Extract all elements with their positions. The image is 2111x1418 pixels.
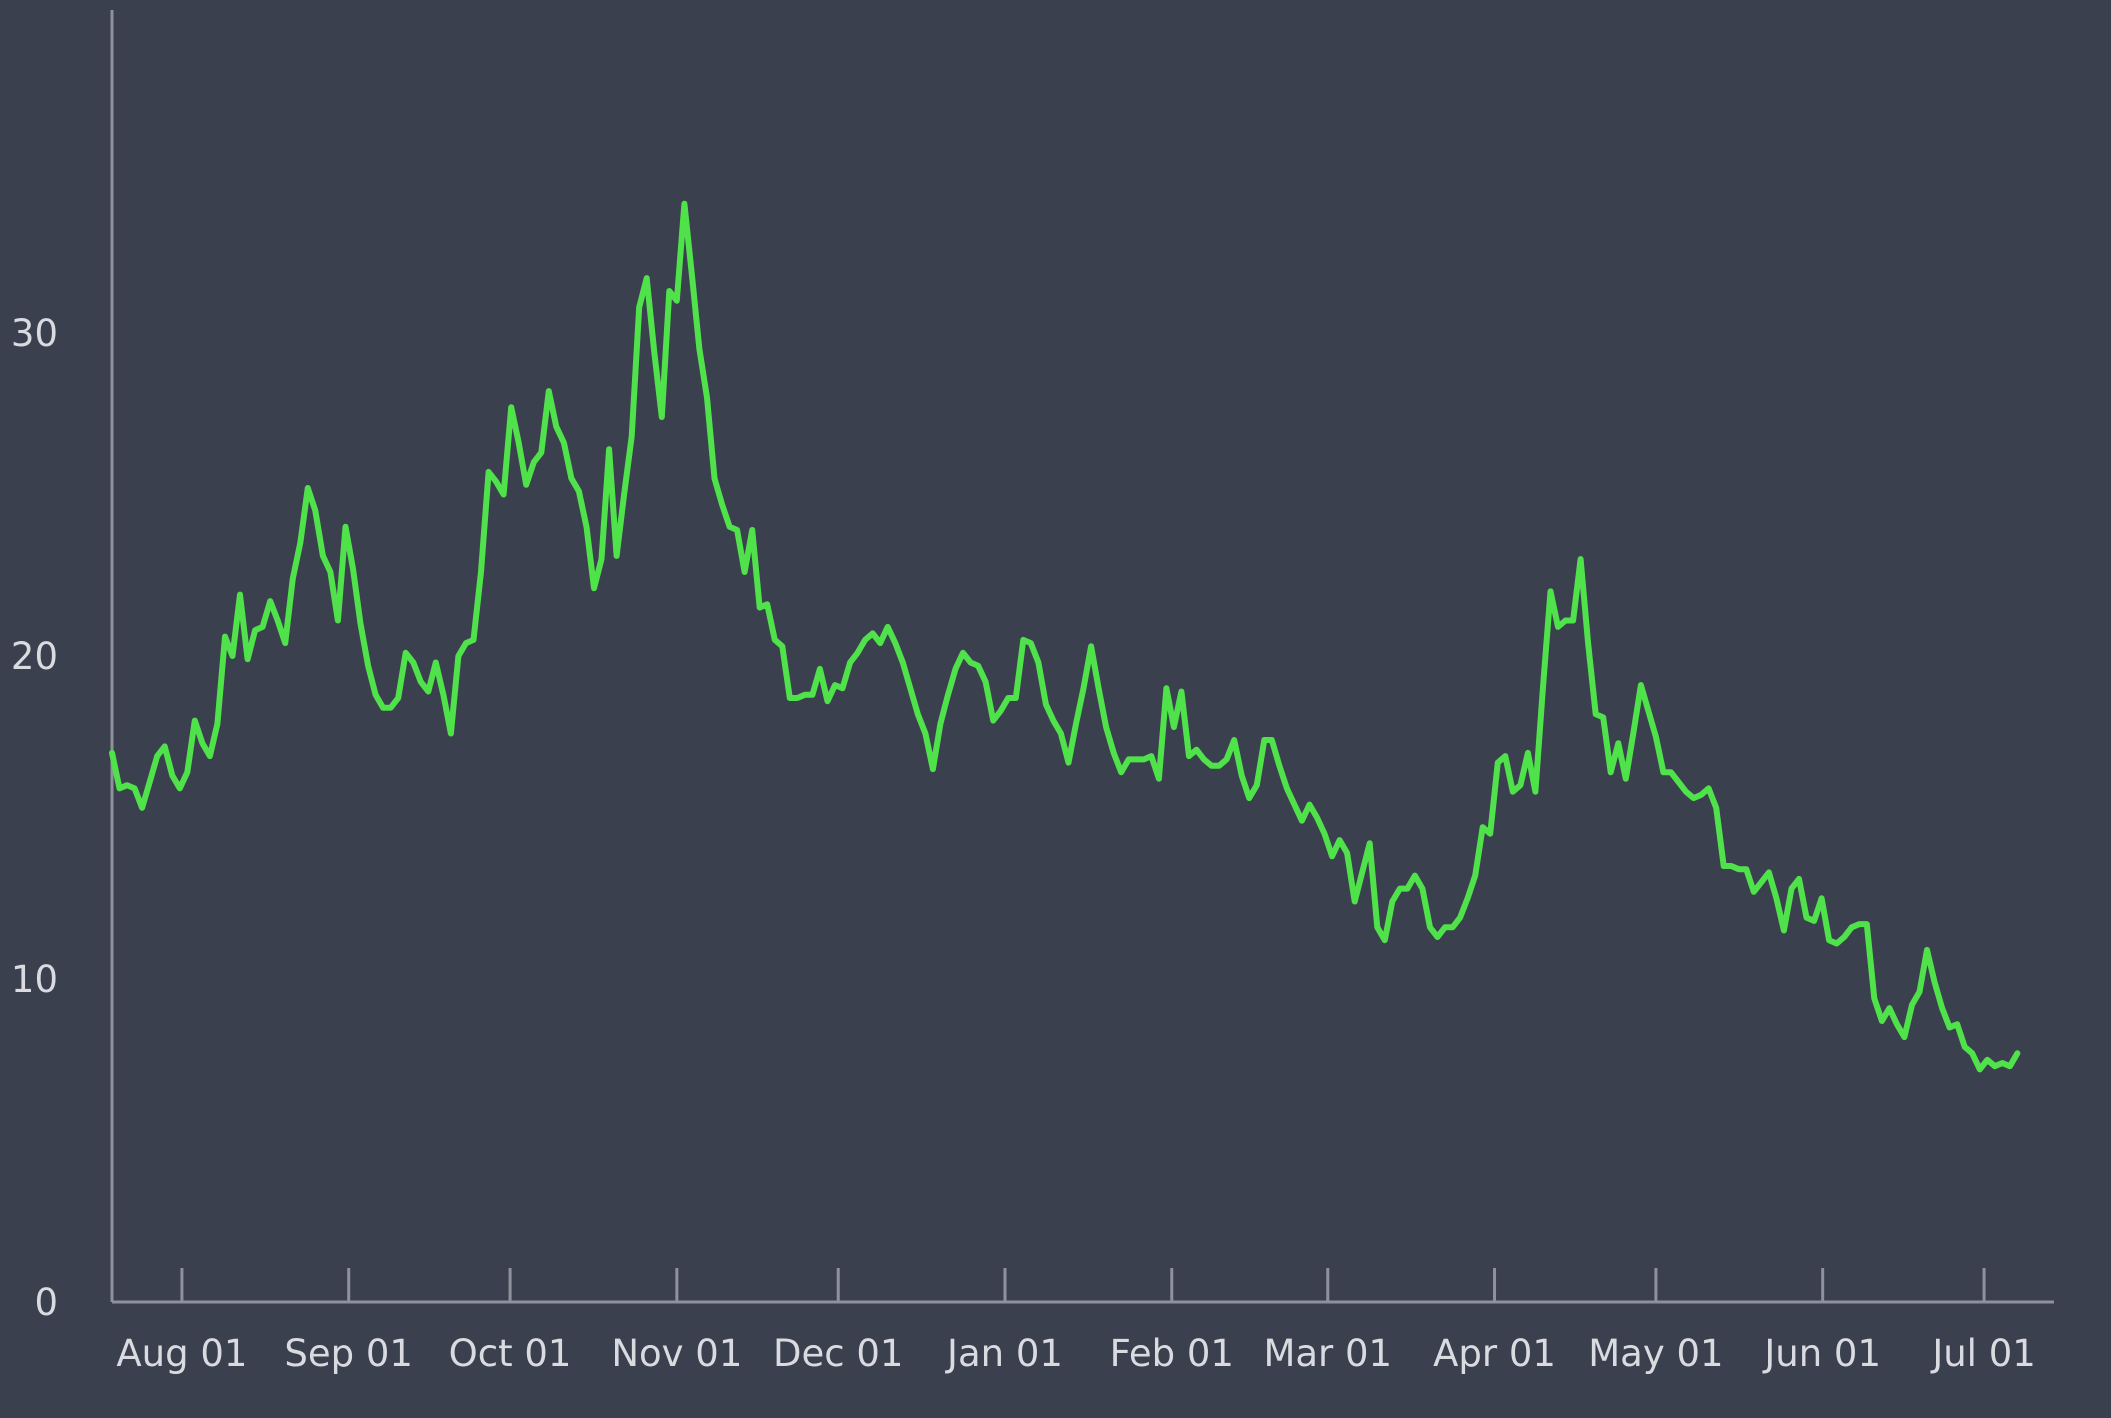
series-line	[109, 200, 2021, 1073]
y-axis-ticks: 0 10 20 30	[11, 312, 58, 1324]
y-tick-label: 30	[11, 312, 58, 355]
x-tick-label: Apr 01	[1433, 1332, 1556, 1375]
x-tick-label: Dec 01	[773, 1332, 903, 1375]
x-tick-label: Feb 01	[1110, 1332, 1234, 1375]
x-tick-label: Oct 01	[449, 1332, 572, 1375]
x-tick-label: Aug 01	[116, 1332, 247, 1375]
x-tick-label: Jun 01	[1762, 1332, 1881, 1375]
x-tick-label: Jan 01	[945, 1332, 1063, 1375]
x-tick-label: Jul 01	[1930, 1332, 2035, 1375]
y-tick-label: 0	[34, 1281, 58, 1324]
x-tick-label: Sep 01	[284, 1332, 413, 1375]
x-tick-label: May 01	[1588, 1332, 1723, 1375]
x-axis-ticks: Aug 01 Sep 01 Oct 01 Nov 01 Dec 01 Jan 01 Feb …	[116, 1268, 2036, 1375]
y-tick-label: 20	[11, 635, 58, 678]
x-tick-label: Nov 01	[611, 1332, 742, 1375]
y-tick-label: 10	[11, 958, 58, 1001]
x-tick-label: Mar 01	[1263, 1332, 1392, 1375]
